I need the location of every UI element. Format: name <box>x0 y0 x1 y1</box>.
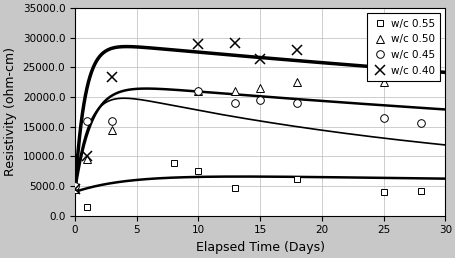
w/c 0.50 <box>72 187 78 190</box>
w/c 0.40 <box>294 48 299 51</box>
w/c 0.40 <box>109 76 115 79</box>
w/c 0.45 <box>257 99 263 102</box>
w/c 0.55 <box>417 189 422 192</box>
w/c 0.50 <box>294 81 299 84</box>
w/c 0.45 <box>85 119 90 122</box>
w/c 0.45 <box>109 119 115 122</box>
w/c 0.40 <box>257 57 263 60</box>
w/c 0.45 <box>380 116 385 119</box>
w/c 0.40 <box>85 155 90 158</box>
Line: w/c 0.55: w/c 0.55 <box>72 160 423 210</box>
w/c 0.55 <box>195 170 201 173</box>
Line: w/c 0.50: w/c 0.50 <box>71 78 387 193</box>
w/c 0.55 <box>85 205 90 208</box>
w/c 0.40 <box>417 41 422 44</box>
w/c 0.45 <box>294 101 299 104</box>
w/c 0.50 <box>232 90 238 93</box>
w/c 0.55 <box>294 177 299 180</box>
w/c 0.45 <box>232 101 238 104</box>
w/c 0.50 <box>109 128 115 131</box>
Y-axis label: Resistivity (ohm-cm): Resistivity (ohm-cm) <box>4 47 17 176</box>
w/c 0.45 <box>72 184 78 188</box>
w/c 0.45 <box>195 90 201 93</box>
Legend: w/c 0.55, w/c 0.50, w/c 0.45, w/c 0.40: w/c 0.55, w/c 0.50, w/c 0.45, w/c 0.40 <box>366 13 439 81</box>
w/c 0.55 <box>232 186 238 189</box>
w/c 0.55 <box>380 191 385 194</box>
w/c 0.40 <box>195 42 201 45</box>
w/c 0.50 <box>380 81 385 84</box>
w/c 0.40 <box>232 41 238 44</box>
w/c 0.55 <box>72 187 78 190</box>
w/c 0.55 <box>171 162 176 165</box>
Line: w/c 0.45: w/c 0.45 <box>71 87 424 190</box>
X-axis label: Elapsed Time (Days): Elapsed Time (Days) <box>195 241 324 254</box>
Line: w/c 0.40: w/c 0.40 <box>71 38 424 193</box>
w/c 0.40 <box>72 187 78 190</box>
w/c 0.50 <box>195 90 201 93</box>
w/c 0.45 <box>417 121 422 124</box>
w/c 0.50 <box>85 158 90 161</box>
w/c 0.50 <box>257 87 263 90</box>
